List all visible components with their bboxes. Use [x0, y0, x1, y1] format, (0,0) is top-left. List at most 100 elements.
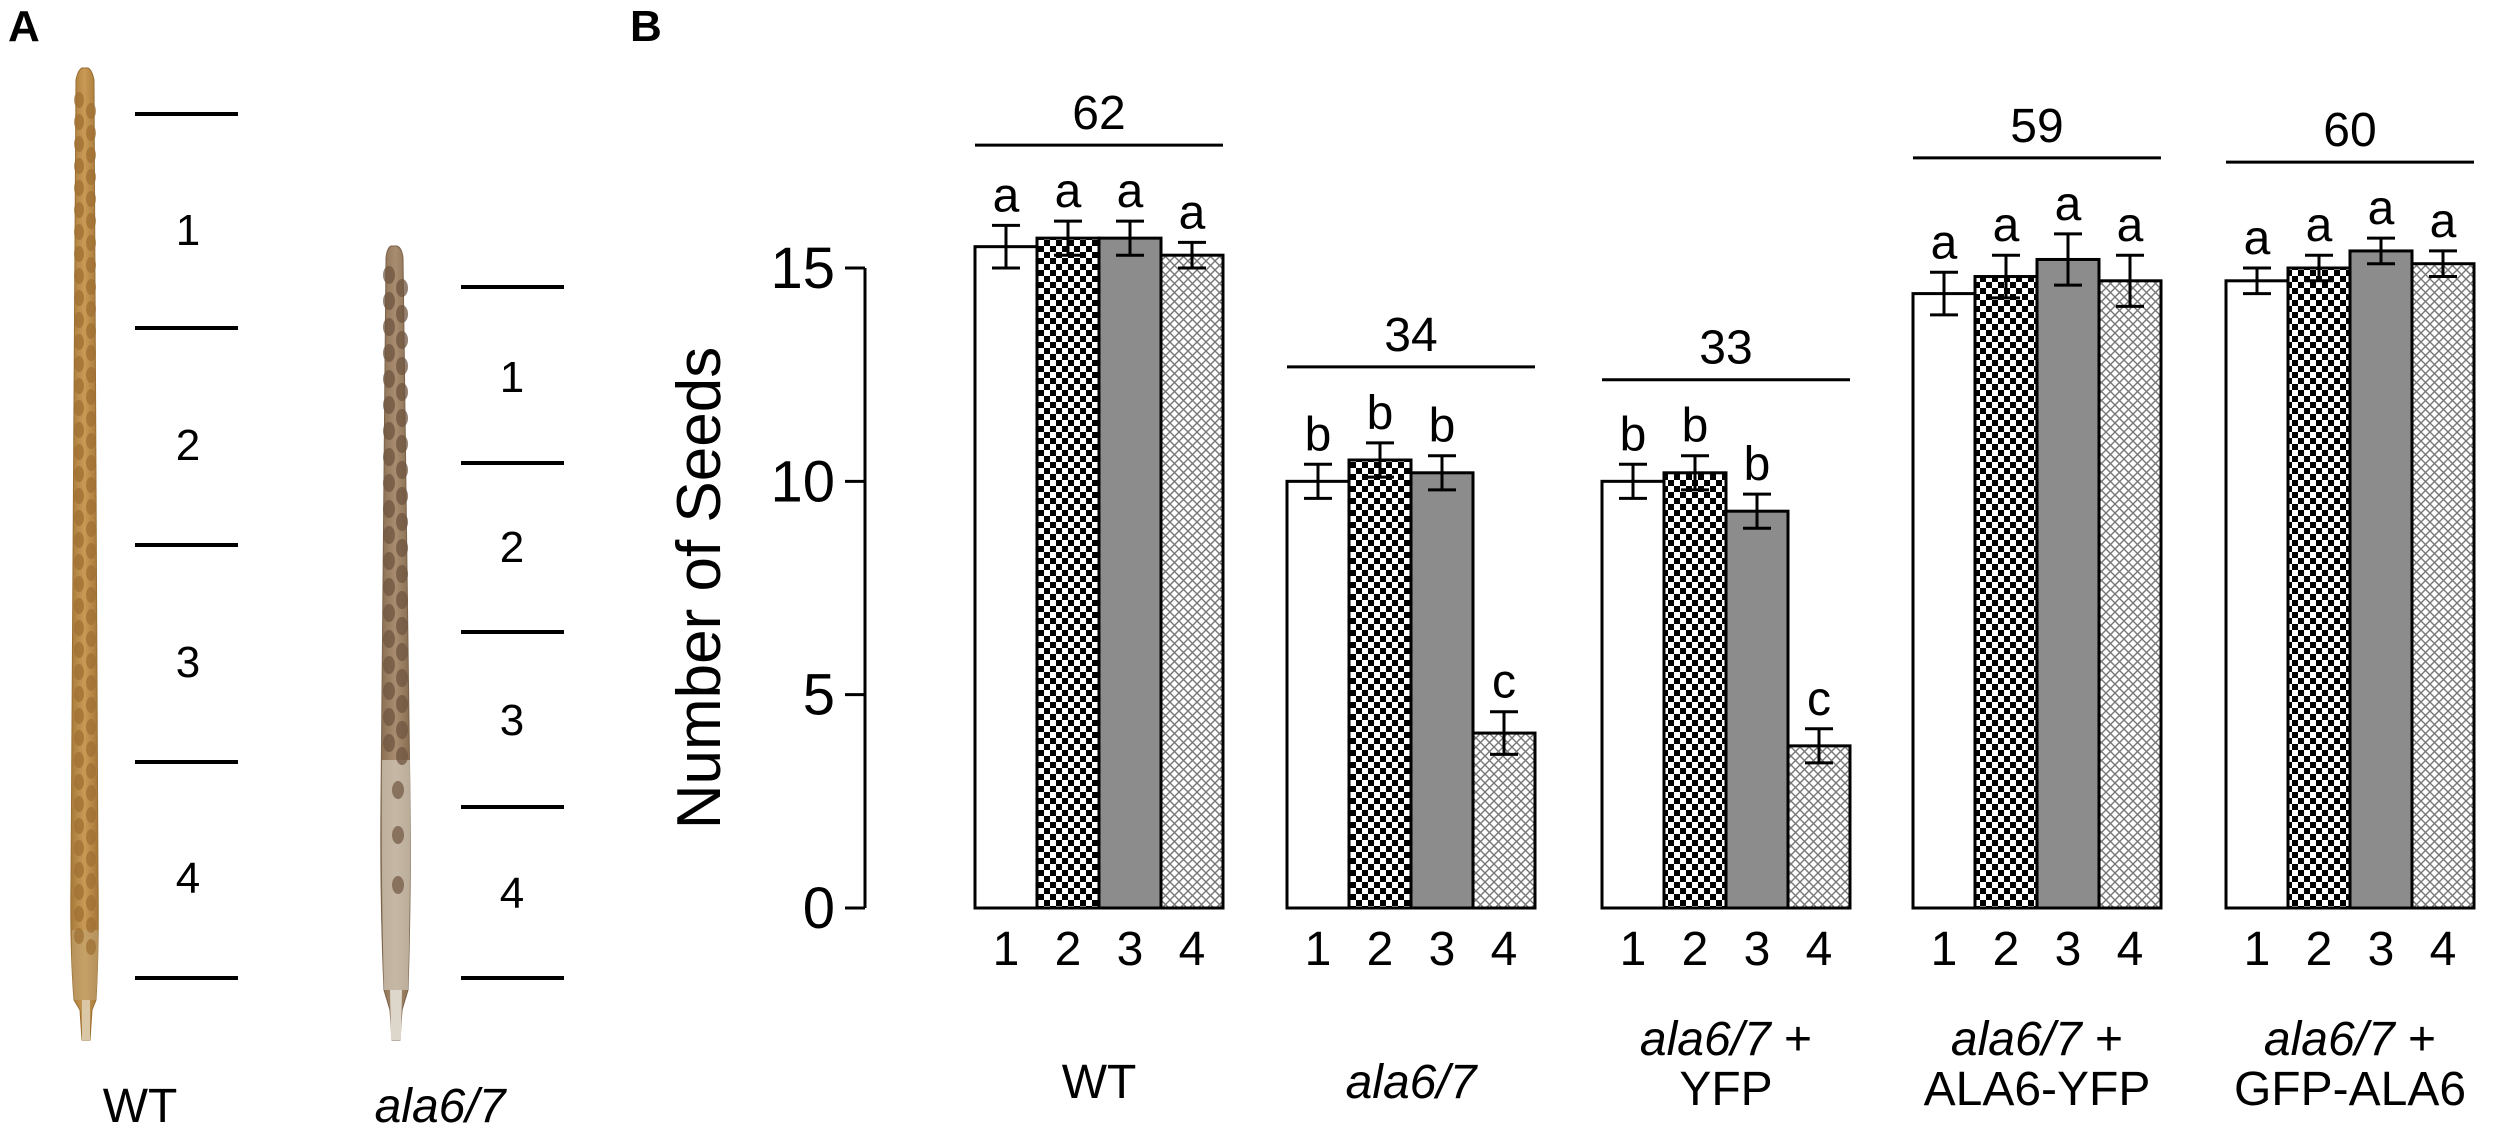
- seed-dot: [74, 224, 84, 240]
- bar: [2035, 257, 2101, 910]
- seed-dot: [383, 344, 395, 362]
- seed-dot: [396, 591, 408, 609]
- seed-dot: [74, 642, 84, 658]
- seed-dot: [86, 829, 96, 845]
- x-tick-label: 2: [1367, 923, 1394, 976]
- ala67-segment-label: 2: [500, 523, 524, 572]
- bar: [1347, 458, 1413, 910]
- seed-dot: [86, 147, 96, 163]
- significance-letter: b: [1620, 408, 1647, 461]
- seed-dot: [86, 345, 96, 361]
- seed-dot: [86, 653, 96, 669]
- bar: [973, 245, 1039, 910]
- panel-a-siliques: 1 2 3 4 1 2 3 4 WT ala6/7: [70, 67, 564, 1133]
- group-total-label: 33: [1699, 322, 1752, 375]
- group-label: ala6/7 +: [2264, 1013, 2436, 1066]
- bar: [2224, 279, 2290, 910]
- wt-segment-label: 3: [176, 638, 200, 687]
- x-tick-label: 2: [1682, 923, 1709, 976]
- wt-segment-dividers: [135, 112, 238, 980]
- seed-dot: [86, 543, 96, 559]
- seed-dot: [86, 917, 96, 933]
- seed-dot: [74, 752, 84, 768]
- seed-dot: [396, 435, 408, 453]
- seed-dot: [86, 587, 96, 603]
- seed-dot: [74, 532, 84, 548]
- bar: [1035, 236, 1101, 910]
- significance-letter: a: [1993, 199, 2020, 252]
- seed-dot: [74, 818, 84, 834]
- seed-dot: [74, 620, 84, 636]
- significance-letter: b: [1305, 408, 1332, 461]
- seed-dot: [396, 279, 408, 297]
- seed-dot: [86, 873, 96, 889]
- ala67-segment-dividers: [461, 285, 564, 980]
- group-label: ala6/7 +: [1640, 1013, 1812, 1066]
- seed-dot: [74, 378, 84, 394]
- significance-letter: c: [1807, 673, 1831, 726]
- group-total-label: 34: [1384, 309, 1437, 362]
- x-tick-label: 1: [1305, 923, 1332, 976]
- seed-dot: [74, 356, 84, 372]
- x-tick-label: 3: [1429, 923, 1456, 976]
- seed-dot: [74, 510, 84, 526]
- wt-segment-label: 4: [176, 854, 200, 903]
- panel-a-label: A: [8, 2, 40, 51]
- seed-dot: [74, 730, 84, 746]
- significance-letter: b: [1367, 387, 1394, 440]
- seed-dot: [86, 367, 96, 383]
- significance-letter: a: [1931, 216, 1958, 269]
- seed-dot: [383, 578, 395, 596]
- seed-dot: [396, 383, 408, 401]
- seed-dot: [74, 114, 84, 130]
- seed-dot: [383, 422, 395, 440]
- bar: [1724, 509, 1790, 910]
- seed-dot: [86, 257, 96, 273]
- seed-dot: [74, 180, 84, 196]
- seed-dot: [86, 433, 96, 449]
- x-tick-label: 3: [1744, 923, 1771, 976]
- bar: [1285, 479, 1351, 910]
- seed-dot: [86, 939, 96, 955]
- seed-dot: [86, 279, 96, 295]
- seed-dot: [383, 500, 395, 518]
- x-tick-label: 1: [1620, 923, 1647, 976]
- seed-dot: [74, 906, 84, 922]
- seed-dot: [74, 202, 84, 218]
- seed-dot: [383, 604, 395, 622]
- seed-dot: [74, 158, 84, 174]
- y-axis-title: Number of Seeds: [665, 347, 734, 829]
- significance-letter: a: [2430, 195, 2457, 248]
- bar: [2286, 266, 2352, 910]
- y-tick-label: 0: [803, 876, 835, 941]
- significance-letter: a: [2368, 182, 2395, 235]
- seed-dot: [383, 708, 395, 726]
- group-label-genotype: ala6/7: [2264, 1013, 2397, 1066]
- seed-dot: [383, 396, 395, 414]
- group-label: WT: [1062, 1056, 1137, 1109]
- seed-dot: [86, 455, 96, 471]
- bar: [1786, 744, 1852, 910]
- bar: [1662, 471, 1728, 910]
- x-tick-label: 1: [2244, 923, 2271, 976]
- seed-dot: [383, 292, 395, 310]
- seed-dot: [74, 466, 84, 482]
- seed-dot: [86, 477, 96, 493]
- bar: [1600, 479, 1666, 910]
- group-total-label: 60: [2323, 104, 2376, 157]
- seed-dot: [383, 682, 395, 700]
- significance-letter: a: [1117, 165, 1144, 218]
- seed-dot: [74, 928, 84, 944]
- group-label: YFP: [1679, 1063, 1772, 1116]
- y-tick-label: 15: [770, 236, 835, 301]
- seed-dot: [86, 675, 96, 691]
- seed-dot: [86, 235, 96, 251]
- group-total-label: 62: [1072, 87, 1125, 140]
- seed-dot: [396, 357, 408, 375]
- group-label: GFP-ALA6: [2234, 1063, 2466, 1116]
- seed-dot: [396, 695, 408, 713]
- ala67-segment-label: 4: [500, 869, 524, 918]
- significance-letter: a: [2055, 178, 2082, 231]
- significance-letter: b: [1744, 438, 1771, 491]
